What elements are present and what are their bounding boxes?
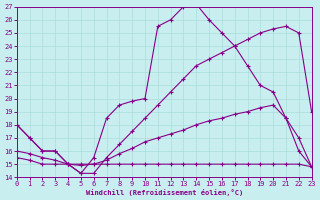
X-axis label: Windchill (Refroidissement éolien,°C): Windchill (Refroidissement éolien,°C) [85,189,243,196]
